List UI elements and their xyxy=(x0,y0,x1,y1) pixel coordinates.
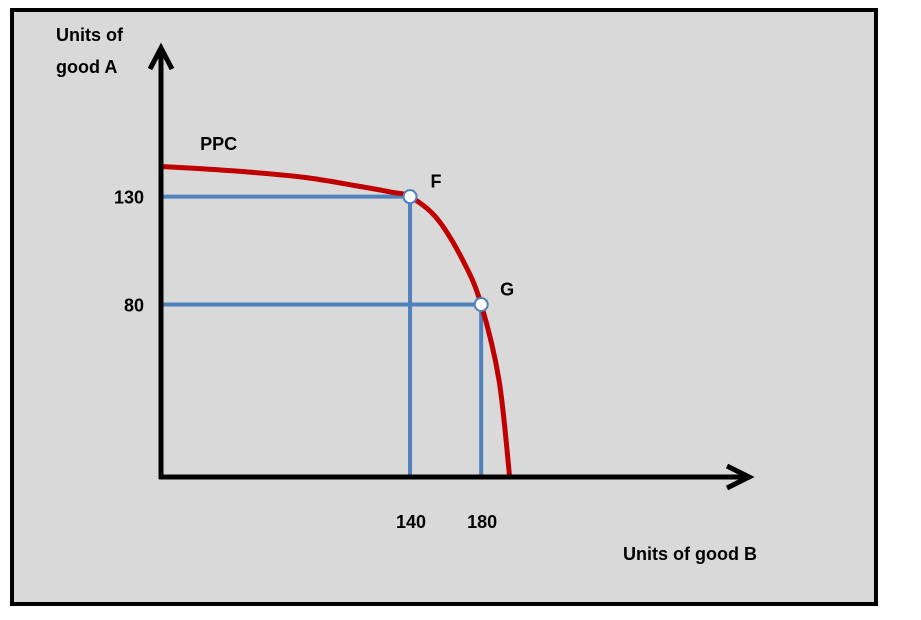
y-axis-label-line-2: good A xyxy=(56,57,117,77)
x-axis-label: Units of good B xyxy=(623,544,757,564)
x-tick-label-180: 180 xyxy=(467,512,497,532)
ppc-label: PPC xyxy=(200,134,237,154)
y-axis-label-line-1: Units of xyxy=(56,25,124,45)
point-g xyxy=(473,296,489,312)
point-f xyxy=(402,189,418,205)
y-axis-arrow-icon xyxy=(147,42,175,71)
x-tick-label-140: 140 xyxy=(396,512,426,532)
chart-frame xyxy=(10,8,878,606)
x-axis-arrow-icon xyxy=(725,463,755,491)
point-label-f: F xyxy=(431,172,442,192)
y-tick-label-80: 80 xyxy=(124,295,144,315)
ppc-curve xyxy=(160,163,513,478)
point-label-g: G xyxy=(500,279,514,299)
y-tick-label-130: 130 xyxy=(114,188,144,208)
